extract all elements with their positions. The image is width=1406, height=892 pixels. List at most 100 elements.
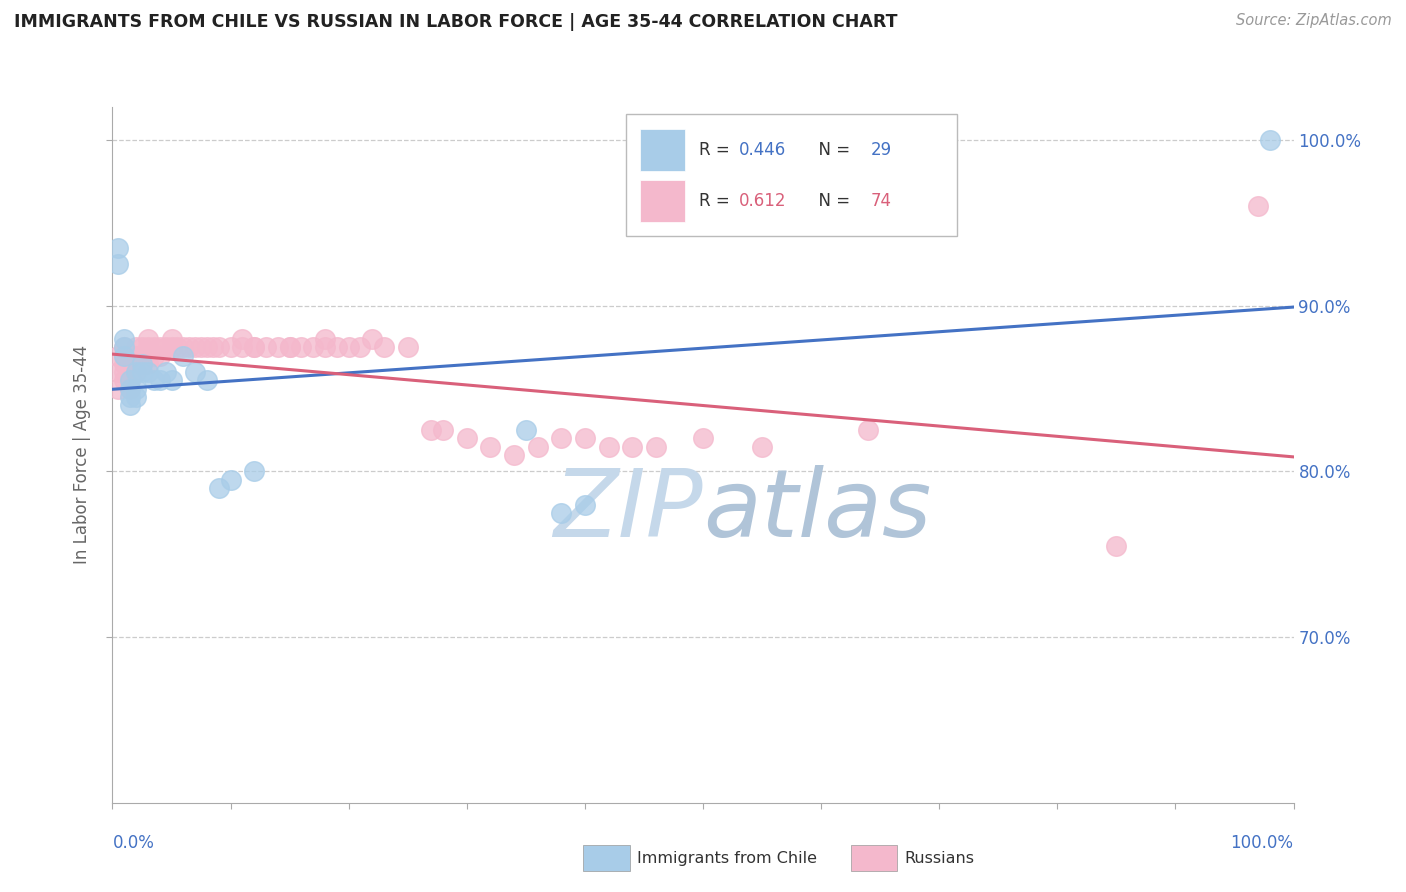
Point [598, 440, 620, 454]
Point [107, 365, 129, 379]
Point [131, 365, 153, 379]
Point [337, 340, 360, 354]
Point [1247, 199, 1270, 213]
Point [574, 431, 596, 445]
Point [131, 349, 153, 363]
Text: 0.0%: 0.0% [112, 834, 155, 852]
Point [243, 465, 266, 479]
Point [131, 340, 153, 354]
Point [112, 340, 135, 354]
Point [314, 340, 336, 354]
Point [326, 340, 349, 354]
Point [184, 340, 207, 354]
Point [120, 365, 142, 379]
Y-axis label: In Labor Force | Age 35-44: In Labor Force | Age 35-44 [73, 345, 91, 565]
Point [243, 340, 266, 354]
Point [420, 423, 443, 437]
Point [107, 382, 129, 396]
Text: 29: 29 [870, 141, 891, 159]
Point [107, 349, 129, 363]
Point [692, 431, 714, 445]
Point [644, 440, 666, 454]
Text: Source: ZipAtlas.com: Source: ZipAtlas.com [1236, 13, 1392, 29]
Point [112, 349, 135, 363]
Point [125, 390, 148, 404]
Point [208, 340, 231, 354]
Point [396, 340, 419, 354]
Point [160, 373, 183, 387]
Point [160, 340, 183, 354]
Point [172, 349, 194, 363]
Point [231, 340, 253, 354]
Point [550, 431, 572, 445]
Point [125, 357, 148, 371]
Point [131, 357, 153, 371]
Text: R =: R = [699, 192, 735, 210]
Point [120, 382, 142, 396]
Point [136, 357, 159, 371]
Point [120, 390, 142, 404]
Point [503, 448, 526, 462]
Text: 74: 74 [870, 192, 891, 210]
Point [208, 481, 231, 495]
Point [432, 423, 454, 437]
Point [231, 332, 253, 346]
Point [125, 365, 148, 379]
Point [142, 373, 165, 387]
Point [112, 340, 135, 354]
Point [136, 349, 159, 363]
Point [479, 440, 502, 454]
Text: 0.612: 0.612 [738, 192, 786, 210]
Point [278, 340, 301, 354]
Point [125, 340, 148, 354]
Point [302, 340, 325, 354]
Point [125, 349, 148, 363]
Point [112, 373, 135, 387]
Bar [640, 180, 685, 222]
Point [155, 365, 177, 379]
Point [179, 340, 201, 354]
Point [131, 357, 153, 371]
Point [125, 382, 148, 396]
Text: Immigrants from Chile: Immigrants from Chile [637, 851, 817, 865]
Point [136, 332, 159, 346]
Text: R =: R = [699, 141, 735, 159]
Point [120, 373, 142, 387]
Point [373, 340, 395, 354]
Point [314, 332, 336, 346]
Point [136, 365, 159, 379]
Point [190, 340, 212, 354]
Point [1258, 133, 1281, 147]
Point [160, 332, 183, 346]
Point [149, 373, 172, 387]
Point [136, 340, 159, 354]
Point [120, 373, 142, 387]
Text: 100.0%: 100.0% [1230, 834, 1294, 852]
Text: Russians: Russians [904, 851, 974, 865]
Point [267, 340, 290, 354]
Point [120, 398, 142, 412]
Point [149, 340, 172, 354]
Point [112, 365, 135, 379]
Point [112, 332, 135, 346]
Point [142, 340, 165, 354]
Point [172, 340, 194, 354]
Point [278, 340, 301, 354]
Point [219, 473, 242, 487]
Point [1105, 539, 1128, 553]
Point [155, 340, 177, 354]
Point [243, 340, 266, 354]
Point [184, 365, 207, 379]
Point [107, 257, 129, 271]
Point [201, 340, 224, 354]
Point [120, 382, 142, 396]
Point [195, 373, 218, 387]
Point [290, 340, 312, 354]
Point [550, 506, 572, 520]
Point [254, 340, 277, 354]
Text: atlas: atlas [703, 465, 931, 556]
Point [456, 431, 478, 445]
Text: N =: N = [808, 192, 855, 210]
Point [166, 340, 188, 354]
Text: 0.446: 0.446 [738, 141, 786, 159]
